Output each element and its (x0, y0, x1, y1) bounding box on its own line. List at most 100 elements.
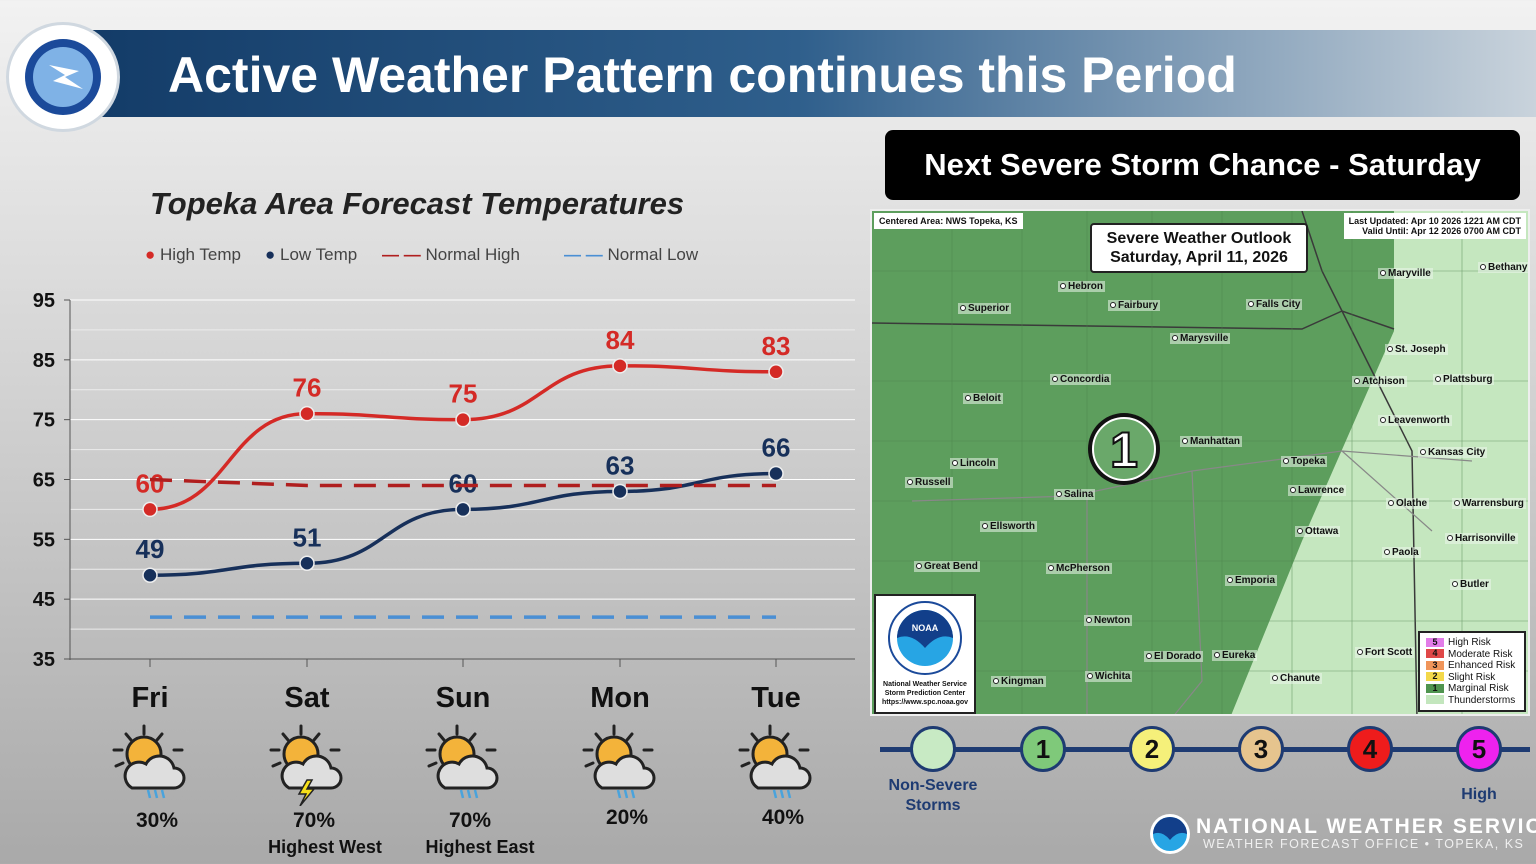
data-point (768, 465, 784, 482)
precip-note: Highest East (425, 837, 535, 857)
city-label: Beloit (963, 393, 1003, 404)
city-label: Leavenworth (1378, 415, 1452, 426)
city-label: Great Bend (914, 561, 980, 572)
data-point (142, 501, 158, 518)
risk-level-0 (910, 726, 956, 772)
day-label: Mon (590, 682, 650, 714)
y-tick-label: 85 (33, 350, 55, 372)
city-label: Wichita (1085, 671, 1133, 682)
city-label: Lincoln (950, 458, 998, 469)
legend-item: Thunderstorms (1426, 695, 1518, 707)
precip-chance: 70% (292, 809, 336, 832)
city-label: Marysville (1170, 333, 1231, 344)
data-label: 84 (606, 325, 635, 355)
city-label: Ottawa (1295, 526, 1341, 537)
legend-item: 3 Enhanced Risk (1426, 660, 1518, 672)
data-label: 75 (449, 379, 478, 409)
outlook-title-box: Severe Weather Outlook Saturday, April 11… (1090, 223, 1308, 273)
y-tick-label: 35 (33, 649, 55, 671)
data-point (455, 501, 471, 518)
state-border (872, 310, 1395, 330)
legend-normal-low: — — Normal Low (564, 245, 699, 264)
precip-chance: 40% (761, 806, 805, 829)
risk-scale-line (880, 747, 1530, 752)
city-label: Kansas City (1418, 447, 1488, 458)
day-label: Fri (131, 682, 169, 714)
data-label: 66 (762, 433, 791, 463)
city-label: Atchison (1352, 376, 1407, 387)
data-point (612, 483, 628, 500)
precip-chance: 30% (135, 809, 179, 832)
partly-sunny-rain-icon (738, 724, 812, 799)
risk-level-3: 3 (1238, 726, 1284, 772)
data-label: 49 (136, 534, 165, 564)
non-severe-label: Non-Severe Storms (888, 777, 978, 814)
data-point (768, 364, 784, 380)
footer-agency: NATIONAL WEATHER SERVICE (1196, 815, 1536, 838)
precip-chance: 70% (448, 809, 492, 832)
series-2-line (149, 477, 776, 488)
svg-text:NOAA: NOAA (912, 623, 939, 633)
outlook-map[interactable]: 1 Superior Hebron Fairbury Falls City Maryvi… (870, 209, 1530, 716)
legend-item: 5 High Risk (1426, 637, 1518, 649)
legend-low-temp: ● Low Temp (265, 245, 358, 264)
city-label: McPherson (1046, 563, 1112, 574)
city-label: Salina (1054, 489, 1096, 500)
partly-sunny-thunderstorm-icon (269, 724, 343, 806)
title-banner (60, 30, 1536, 117)
city-label: Fairbury (1108, 300, 1161, 311)
city-label: Newton (1084, 615, 1133, 626)
data-label: 51 (293, 522, 322, 552)
city-label: Warrensburg (1452, 498, 1526, 509)
city-label: Kingman (991, 676, 1046, 687)
risk-level-2: 2 (1129, 726, 1175, 772)
svg-text:1: 1 (1110, 422, 1138, 478)
partly-sunny-rain-icon (112, 724, 186, 799)
nws-logo (6, 22, 120, 132)
risk-level-5: 5 (1456, 726, 1502, 772)
outlook-heading: Next Severe Storm Chance - Saturday (885, 130, 1520, 200)
city-label: El Dorado (1144, 651, 1204, 662)
legend-item: 1 Marginal Risk (1426, 683, 1518, 695)
risk-level-4: 4 (1347, 726, 1393, 772)
city-label: Falls City (1246, 299, 1303, 310)
city-label: Paola (1382, 547, 1421, 558)
data-label: 60 (449, 468, 478, 498)
temperature-chart: 35 45 55 65 75 85 95 60 76 75 84 83 49 51 60 63 66 (33, 290, 855, 671)
day-label: Sat (284, 682, 330, 714)
city-label: Russell (905, 477, 953, 488)
day-label: Sun (435, 682, 491, 714)
city-label: Butler (1450, 579, 1491, 590)
precip-note: Highest West (268, 837, 382, 857)
city-label: Superior (958, 303, 1012, 314)
partly-sunny-rain-icon (582, 724, 656, 799)
y-tick-label: 55 (33, 529, 55, 551)
city-label: Eureka (1212, 650, 1258, 661)
noaa-logo-icon: NOAA (888, 601, 962, 675)
data-point (299, 405, 315, 422)
city-label: Manhattan (1180, 436, 1242, 447)
city-label: Chanute (1270, 673, 1322, 684)
data-point (455, 411, 471, 428)
city-label: Emporia (1225, 575, 1278, 586)
data-point (612, 358, 628, 374)
centered-area: Centered Area: NWS Topeka, KS (874, 213, 1023, 229)
city-label: Hebron (1058, 281, 1105, 292)
y-tick-label: 45 (33, 589, 55, 611)
y-tick-label: 75 (33, 410, 55, 432)
city-label: St. Joseph (1385, 344, 1448, 355)
noaa-footer-logo-icon (1150, 814, 1190, 854)
city-label: Maryville (1378, 268, 1433, 279)
noaa-spc-box: NOAA National Weather Service Storm Predi… (874, 594, 976, 714)
data-label: 60 (136, 468, 165, 498)
city-label: Fort Scott (1355, 647, 1415, 658)
data-point (142, 567, 158, 583)
footer-office: WEATHER FORECAST OFFICE • TOPEKA, KS (1203, 837, 1525, 851)
high-label: High (1461, 786, 1497, 803)
chart-title: Topeka Area Forecast Temperatures (150, 186, 685, 221)
city-label: Lawrence (1288, 485, 1347, 496)
city-label: Bethany (1478, 262, 1528, 273)
data-label: 63 (606, 450, 635, 480)
legend-item: 2 Slight Risk (1426, 672, 1518, 684)
data-point (299, 555, 315, 572)
